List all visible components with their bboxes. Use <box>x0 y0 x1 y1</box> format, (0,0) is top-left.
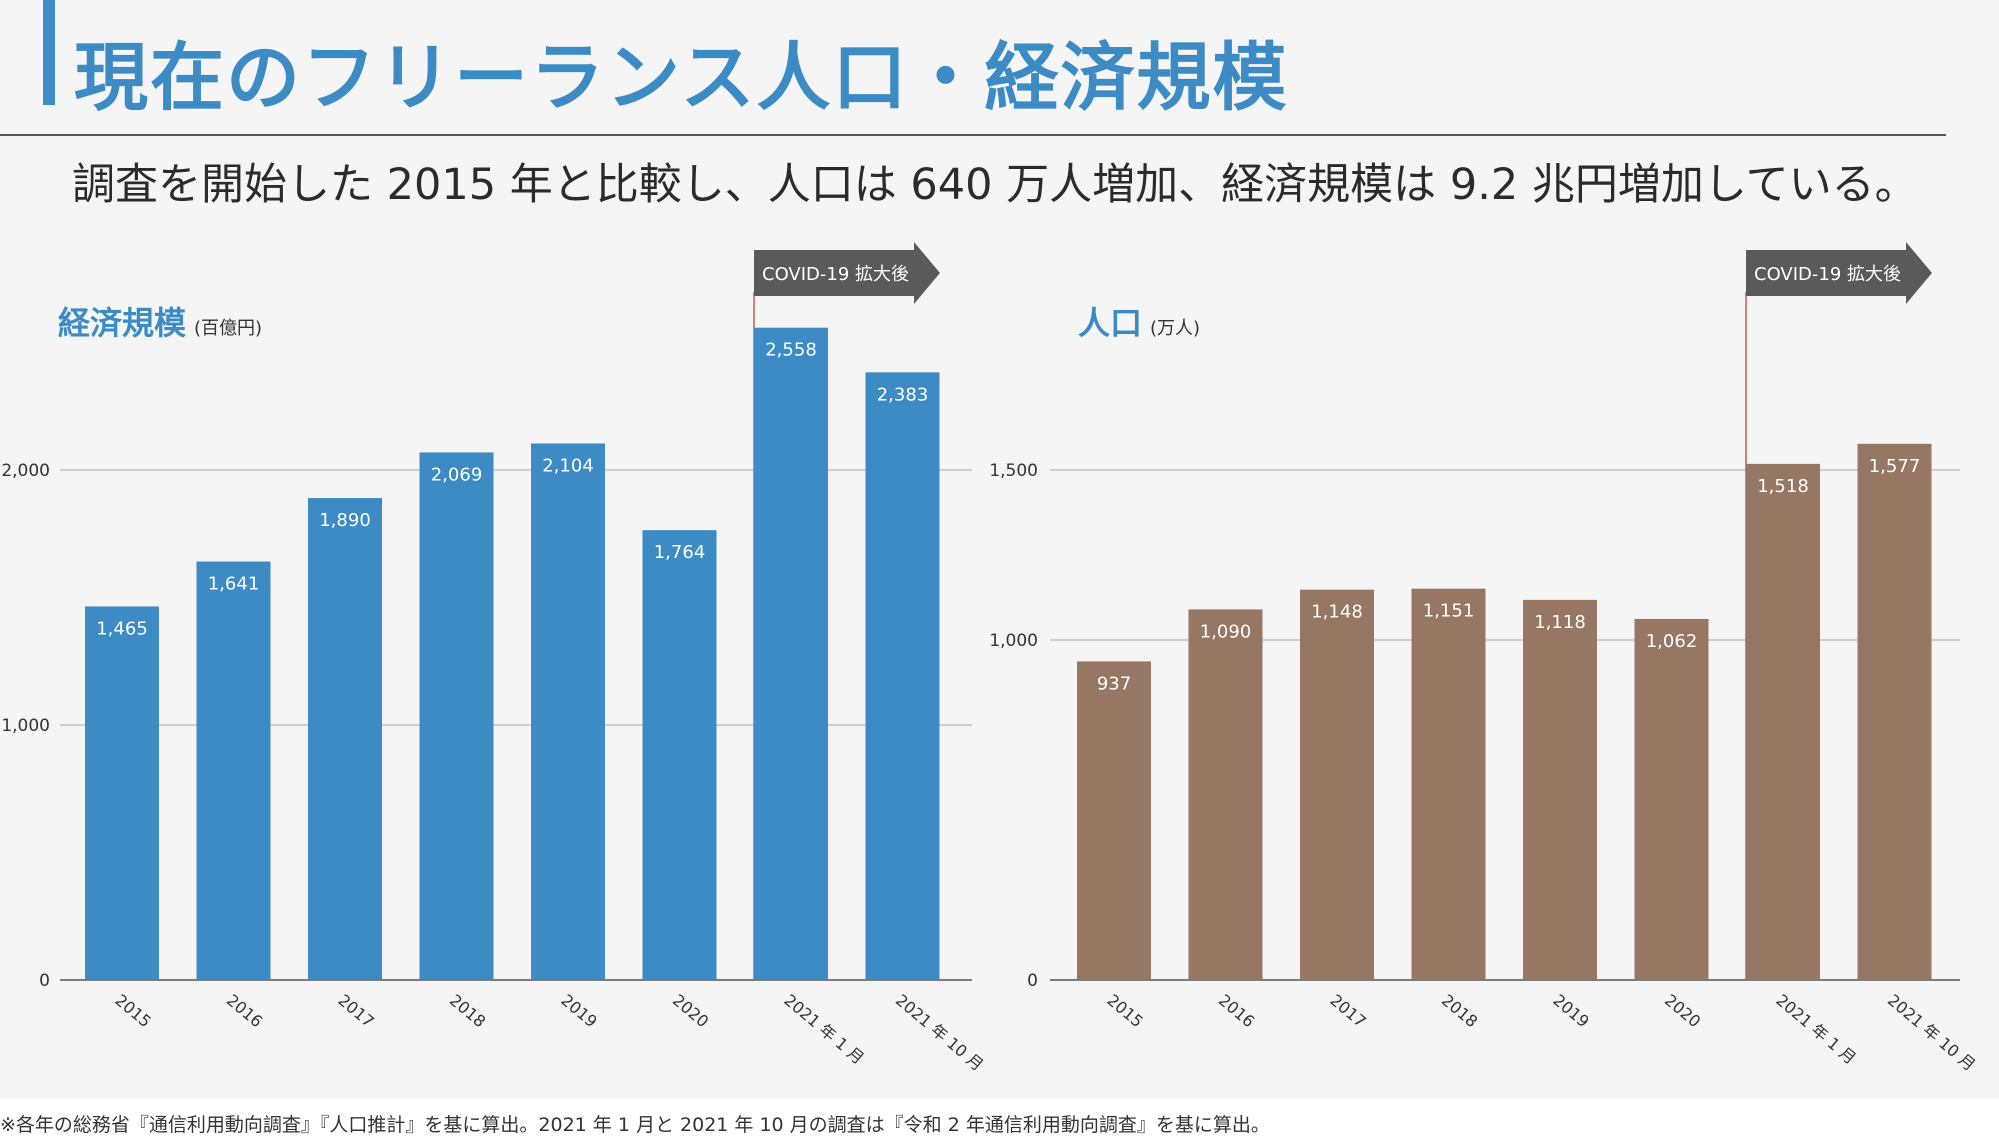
economic-bar-value-label: 1,465 <box>96 618 148 639</box>
footnote: ※各年の総務省『通信利用動向調査』『人口推計』を基に算出。2021 年 1 月と… <box>0 1114 1270 1136</box>
title-accent-bar <box>43 0 55 105</box>
population-chart-unit: (万人) <box>1150 318 1201 339</box>
population-bar <box>1411 588 1486 980</box>
population-bar <box>1634 618 1709 980</box>
population-category-label: 2016 <box>1215 991 1258 1032</box>
economic-bar-value-label: 1,641 <box>208 574 260 595</box>
economic-category-label: 2017 <box>334 991 377 1032</box>
population-bar-value-label: 937 <box>1097 673 1131 694</box>
economic-ytick-label-2: 2,000 <box>1 461 50 481</box>
page-subtitle: 調査を開始した 2015 年と比較し、人口は 640 万人増加、経済規模は 9.… <box>72 160 1918 210</box>
economic-ytick-label-0: 0 <box>39 971 50 991</box>
economic-chart-title: 経済規模 (百億円) <box>58 298 262 344</box>
economic-bar <box>865 372 940 981</box>
economic-category-label: 2019 <box>557 991 600 1032</box>
population-bar-value-label: 1,151 <box>1423 601 1475 622</box>
population-category-label: 2017 <box>1326 991 1369 1032</box>
population-bar <box>1857 443 1932 980</box>
population-chart-title-text: 人口 <box>1078 304 1143 342</box>
economic-bar-value-label: 2,558 <box>765 340 817 361</box>
economic-chart-title-text: 経済規模 <box>58 304 187 342</box>
population-ytick-label-1: 1,000 <box>989 631 1038 651</box>
economic-category-label: 2020 <box>669 991 712 1032</box>
economic-bar-value-label: 1,764 <box>654 542 706 563</box>
page-title: 現在のフリーランス人口・経済規模 <box>74 35 1289 121</box>
population-bar <box>1523 599 1597 980</box>
economic-bar <box>531 443 605 981</box>
economic-covid-arrow <box>754 242 940 304</box>
population-chart-title: 人口 (万人) <box>1078 298 1200 344</box>
population-category-label: 2018 <box>1438 991 1481 1032</box>
population-category-label: 2021 年 1 月 <box>1772 991 1859 1069</box>
population-bar-value-label: 1,090 <box>1200 621 1252 642</box>
population-category-label: 2020 <box>1661 991 1704 1032</box>
population-ytick-label-2: 1,500 <box>989 461 1038 481</box>
economic-bar <box>419 452 494 980</box>
population-covid-label: COVID-19 拡大後 <box>1754 264 1901 285</box>
economic-chart-unit: (百億円) <box>194 318 263 339</box>
economic-bar-value-label: 1,890 <box>319 510 371 531</box>
economic-category-label: 2016 <box>223 991 266 1032</box>
population-bar <box>1746 463 1820 980</box>
population-bar <box>1300 589 1374 980</box>
population-covid-arrow <box>1746 242 1932 304</box>
population-bar-value-label: 1,118 <box>1534 612 1586 633</box>
economic-covid-label: COVID-19 拡大後 <box>762 264 909 285</box>
economic-category-label: 2021 年 1 月 <box>780 991 867 1069</box>
bar-charts: 0 1,000 2,000 COVID-19 拡大後 1,465 2015 1,641 201… <box>1 242 1979 1075</box>
population-category-label: 2015 <box>1103 991 1146 1032</box>
title-divider <box>0 134 1946 136</box>
population-bar-value-label: 1,518 <box>1757 476 1809 497</box>
economic-ytick-label-1: 1,000 <box>1 716 50 736</box>
economic-bar-value-label: 2,069 <box>431 464 483 485</box>
economic-bar <box>642 530 717 980</box>
economic-bar <box>85 606 159 980</box>
population-category-label: 2021 年 10 月 <box>1884 991 1979 1075</box>
economic-bar <box>754 327 828 981</box>
economic-bar-value-label: 2,104 <box>542 455 594 476</box>
population-category-label: 2019 <box>1549 991 1592 1032</box>
population-ytick-label-0: 0 <box>1027 971 1038 991</box>
economic-category-label: 2018 <box>446 991 489 1032</box>
population-bar <box>1077 661 1151 980</box>
population-bar <box>1188 609 1263 980</box>
economic-category-label: 2021 年 10 月 <box>892 991 987 1075</box>
economic-bar <box>308 498 382 980</box>
population-bar-value-label: 1,148 <box>1311 602 1363 623</box>
economic-category-label: 2015 <box>111 991 154 1032</box>
economic-bar-value-label: 2,383 <box>877 384 929 405</box>
population-bar-value-label: 1,577 <box>1869 456 1921 477</box>
economic-bar <box>196 561 271 980</box>
population-bar-value-label: 1,062 <box>1646 631 1698 652</box>
